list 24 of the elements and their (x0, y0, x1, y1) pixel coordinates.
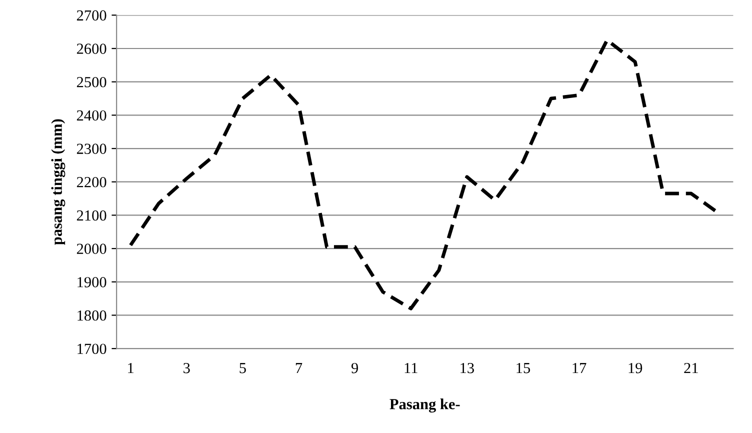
x-tick-label: 11 (404, 362, 418, 374)
y-tick-label: 1800 (78, 310, 106, 321)
x-tick-label: 13 (460, 362, 474, 374)
y-tick-label: 2400 (76, 110, 106, 121)
x-tick-label: 9 (351, 362, 358, 374)
y-tick-label: 2000 (76, 244, 106, 254)
x-axis-title: Pasang ke- (390, 398, 460, 413)
x-tick-label: 3 (184, 362, 190, 374)
y-tick-label: 2100 (76, 210, 106, 221)
y-tick-label: 2200 (76, 177, 106, 188)
x-tick-label: 1 (128, 362, 134, 374)
y-axis-title: pasang tinggi (mm) (51, 119, 66, 245)
x-tick-label: 15 (516, 362, 530, 374)
y-tick-label: 1900 (78, 277, 106, 288)
x-tick-label: 7 (296, 363, 302, 374)
x-tick-label: 17 (572, 362, 586, 374)
y-tick-label: 2600 (76, 44, 106, 54)
y-tick-label: 2500 (76, 76, 106, 88)
y-tick-label: 2300 (76, 144, 106, 154)
x-tick-label: 19 (628, 362, 642, 374)
x-tick-label: 5 (240, 363, 246, 374)
y-tick-label: 1700 (78, 344, 106, 354)
y-tick-label: 2700 (76, 10, 106, 21)
x-tick-label: 21 (684, 362, 698, 374)
